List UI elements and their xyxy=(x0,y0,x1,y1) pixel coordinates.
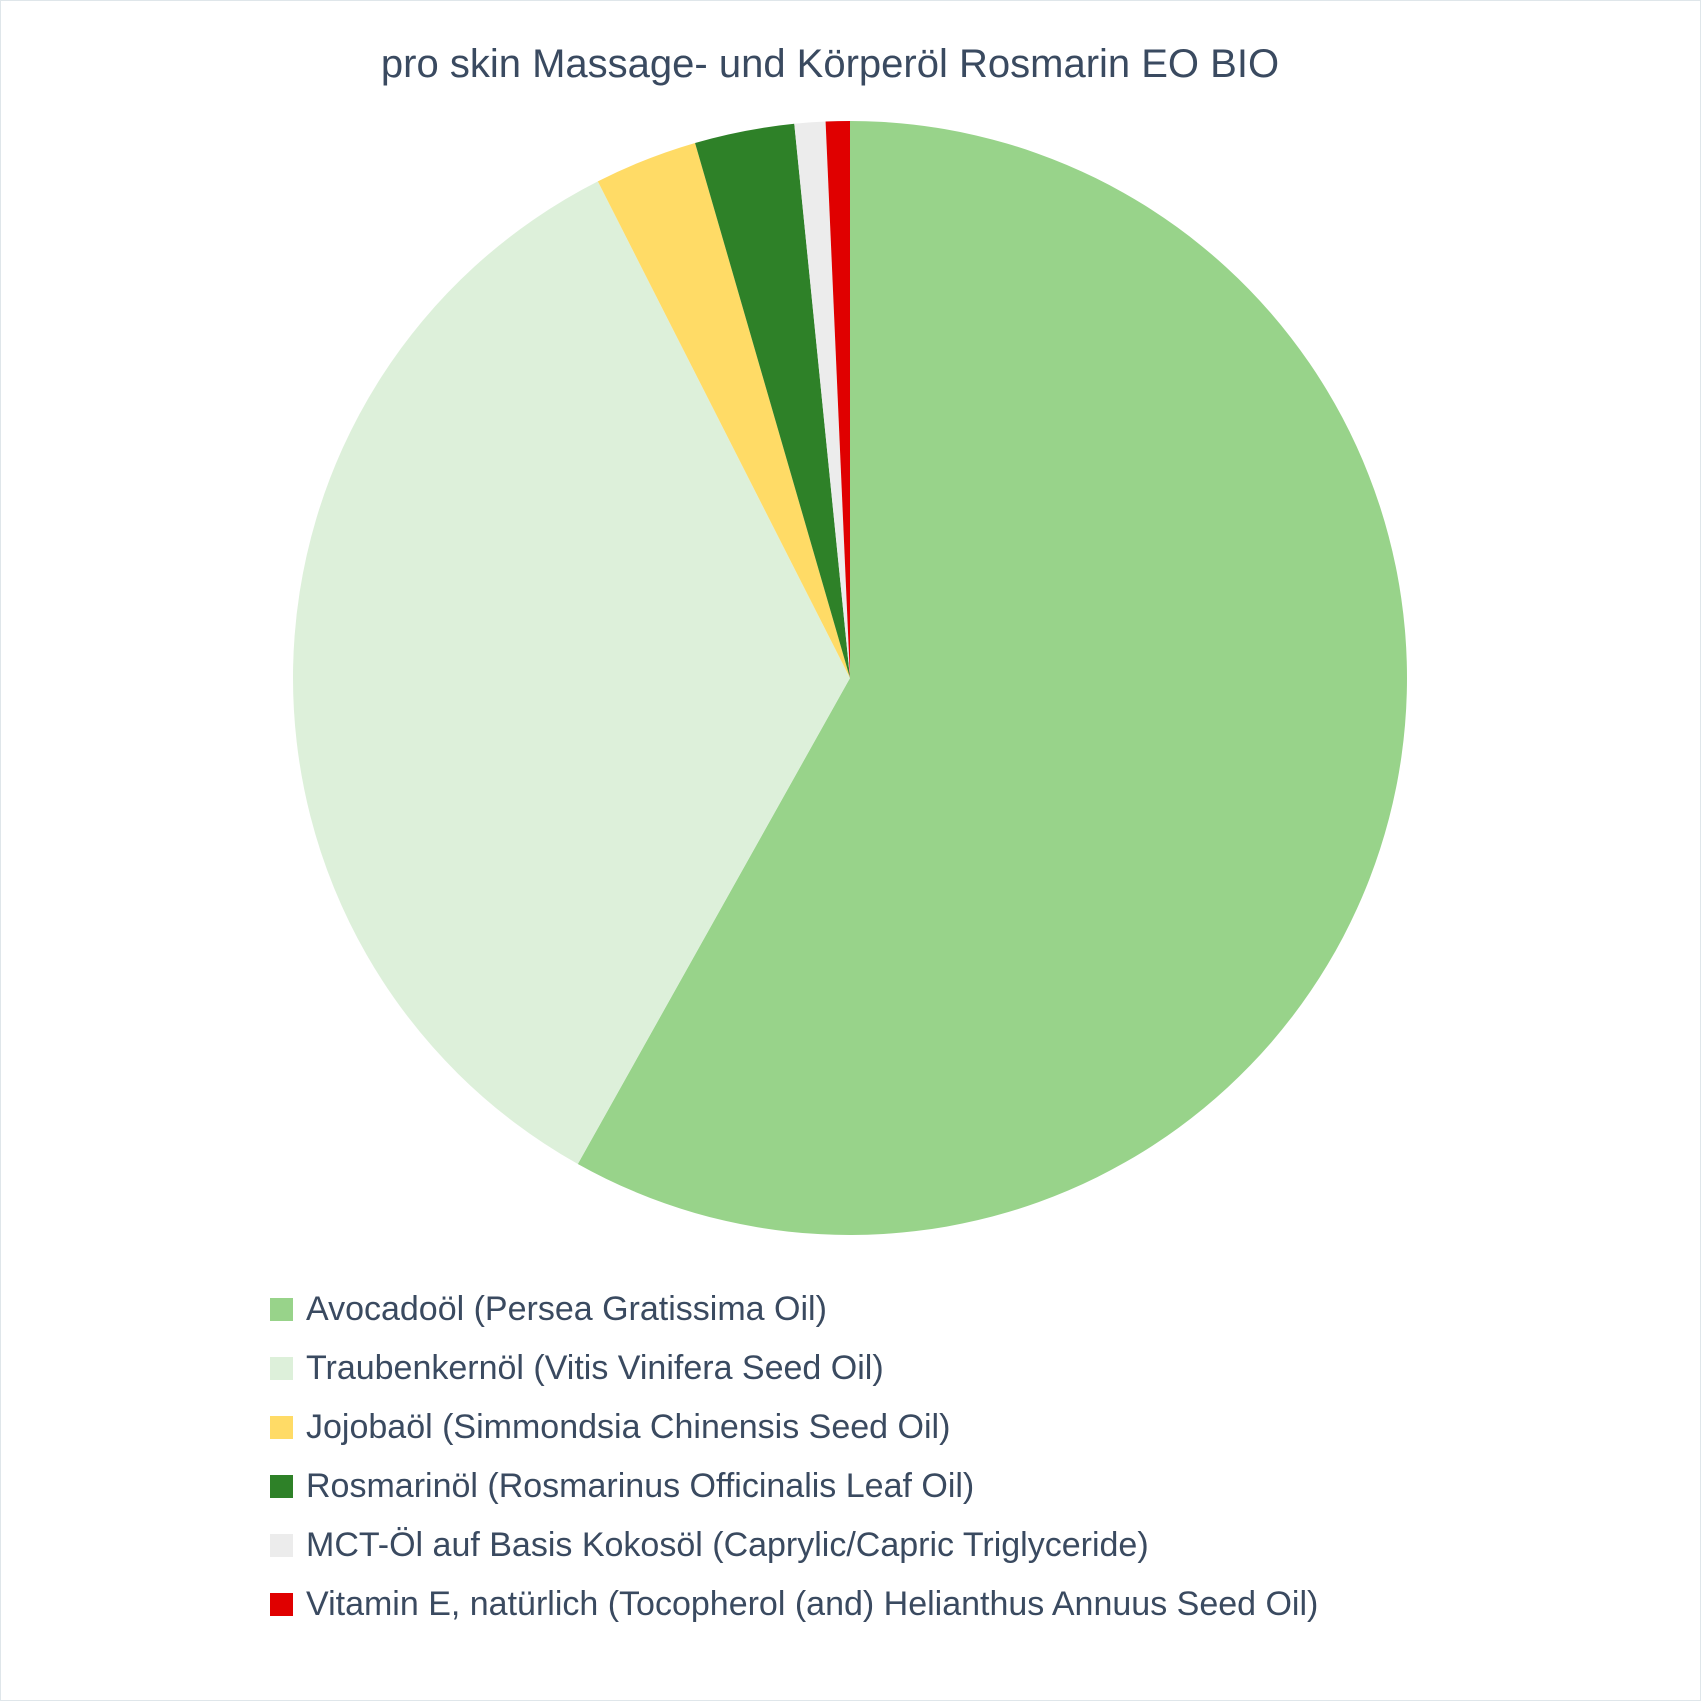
pie-slice-5 xyxy=(794,121,850,678)
pie-slice-6 xyxy=(825,121,850,678)
legend-label: Jojobaöl (Simmondsia Chinensis Seed Oil) xyxy=(306,1408,951,1446)
legend-item: MCT-Öl auf Basis Kokosöl (Caprylic/Capri… xyxy=(270,1516,1570,1575)
pie-slice-1 xyxy=(577,121,1407,1236)
pie-slice-3 xyxy=(597,142,850,679)
legend-item: Avocadoöl (Persea Gratissima Oil) xyxy=(270,1280,1570,1339)
legend-swatch xyxy=(270,1298,293,1321)
chart-title: pro skin Massage- und Körperöl Rosmarin … xyxy=(380,42,1280,86)
pie-slice-4 xyxy=(695,123,850,678)
chart-legend: Avocadoöl (Persea Gratissima Oil) Trauben… xyxy=(270,1280,1570,1634)
pie-slice-2 xyxy=(293,181,850,1164)
legend-item: Traubenkernöl (Vitis Vinifera Seed Oil) xyxy=(270,1339,1570,1398)
legend-label: MCT-Öl auf Basis Kokosöl (Caprylic/Capri… xyxy=(306,1526,1149,1564)
legend-swatch xyxy=(270,1534,293,1557)
legend-label: Traubenkernöl (Vitis Vinifera Seed Oil) xyxy=(306,1349,884,1387)
legend-item: Jojobaöl (Simmondsia Chinensis Seed Oil) xyxy=(270,1398,1570,1457)
legend-label: Vitamin E, natürlich (Tocopherol (and) H… xyxy=(306,1585,1319,1623)
legend-swatch xyxy=(270,1593,293,1616)
legend-label: Rosmarinöl (Rosmarinus Officinalis Leaf … xyxy=(306,1467,975,1505)
legend-item: Rosmarinöl (Rosmarinus Officinalis Leaf … xyxy=(270,1457,1570,1516)
legend-swatch xyxy=(270,1357,293,1380)
legend-swatch xyxy=(270,1475,293,1498)
legend-label: Avocadoöl (Persea Gratissima Oil) xyxy=(306,1290,827,1328)
legend-swatch xyxy=(270,1416,293,1439)
legend-item: Vitamin E, natürlich (Tocopherol (and) H… xyxy=(270,1575,1570,1634)
